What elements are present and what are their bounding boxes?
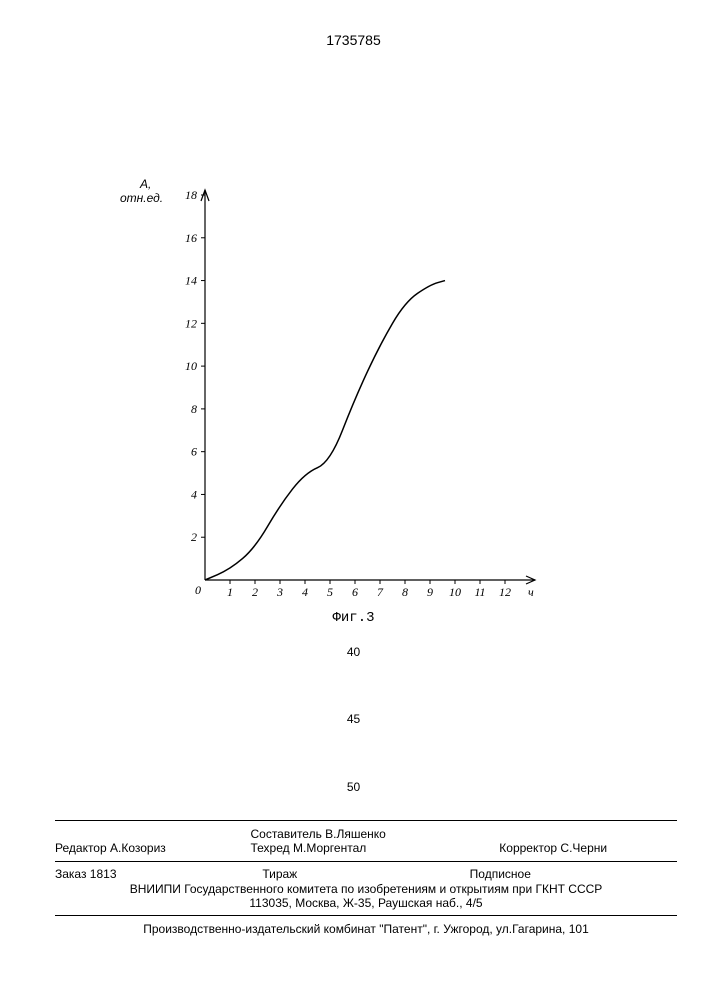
svg-text:1: 1 (227, 585, 233, 599)
svg-text:3: 3 (276, 585, 283, 599)
svg-text:10: 10 (449, 585, 461, 599)
svg-text:12: 12 (185, 316, 197, 330)
page-marker: 50 (0, 780, 707, 794)
editor-label: Редактор (55, 841, 107, 855)
institution-line-2: 113035, Москва, Ж-35, Раушская наб., 4/5 (55, 896, 677, 910)
techred-name: М.Моргентал (293, 841, 366, 855)
page-marker: 40 (0, 645, 707, 659)
svg-text:12: 12 (499, 585, 511, 599)
y-axis-label-a: A, (140, 177, 151, 191)
svg-text:9: 9 (427, 585, 433, 599)
order-row: Заказ 1813 Тираж Подписное (55, 864, 677, 882)
document-number: 1735785 (0, 32, 707, 48)
svg-text:2: 2 (252, 585, 258, 599)
tirage: Тираж (262, 867, 469, 881)
svg-text:18: 18 (185, 188, 197, 202)
credits-row: Редактор А.Козориз Составитель В.Ляшенко… (55, 823, 677, 859)
svg-text:4: 4 (191, 487, 197, 501)
svg-text:4: 4 (302, 585, 308, 599)
svg-text:5: 5 (327, 585, 333, 599)
svg-text:8: 8 (402, 585, 408, 599)
svg-text:6: 6 (191, 445, 197, 459)
chart: 024681012141618123456789101112ч A, отн.е… (175, 185, 555, 615)
corrector-label: Корректор (499, 841, 557, 855)
svg-text:0: 0 (195, 583, 201, 597)
figure-label: Фиг.3 (0, 610, 707, 626)
page-marker: 45 (0, 712, 707, 726)
order-number: Заказ 1813 (55, 867, 262, 881)
institution-line-1: ВНИИПИ Государственного комитета по изоб… (55, 882, 677, 896)
svg-text:10: 10 (185, 359, 197, 373)
y-axis-label-unit: отн.ед. (120, 191, 163, 205)
subscription: Подписное (470, 867, 677, 881)
svg-text:7: 7 (377, 585, 384, 599)
print-line: Производственно-издательский комбинат "П… (55, 918, 677, 936)
footer-block: Редактор А.Козориз Составитель В.Ляшенко… (55, 818, 677, 936)
svg-text:16: 16 (185, 231, 197, 245)
svg-text:ч: ч (528, 585, 534, 599)
svg-text:11: 11 (474, 585, 485, 599)
svg-text:6: 6 (352, 585, 358, 599)
svg-text:8: 8 (191, 402, 197, 416)
editor-name: А.Козориз (110, 841, 166, 855)
corrector-name: С.Черни (560, 841, 607, 855)
techred-label: Техред (250, 841, 289, 855)
compiler: Составитель В.Ляшенко (250, 827, 499, 841)
svg-text:14: 14 (185, 274, 197, 288)
svg-text:2: 2 (191, 530, 197, 544)
